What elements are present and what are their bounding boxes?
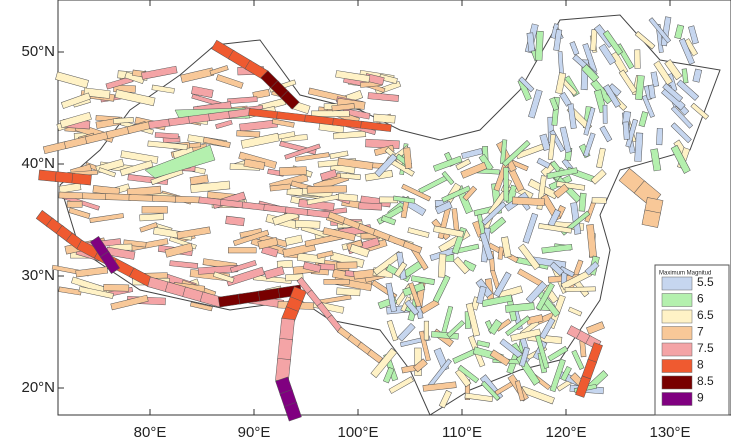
legend-swatch <box>662 294 692 307</box>
fault-segment <box>67 201 82 207</box>
fault-segment <box>152 195 178 202</box>
lon-label: 130°E <box>649 424 690 441</box>
lat-label: 50°N <box>21 43 55 60</box>
fault-segment <box>603 105 607 123</box>
fault-segment <box>280 167 307 176</box>
fault-segment <box>642 210 661 228</box>
fault-segment <box>504 168 509 202</box>
fault-segment <box>295 220 320 228</box>
fault-segment <box>142 206 168 213</box>
fault-segment <box>176 196 202 203</box>
lon-label: 120°E <box>545 424 586 441</box>
fault-segment <box>438 254 446 278</box>
lon-label: 110°E <box>442 424 482 441</box>
legend-swatch <box>662 327 692 340</box>
fault-segment <box>129 194 155 201</box>
legend-label: 7 <box>697 325 704 339</box>
fault-segment <box>635 133 643 162</box>
legend-swatch <box>662 343 692 356</box>
legend-label: 6 <box>697 292 704 306</box>
fault-segment <box>277 338 292 361</box>
legend-swatch <box>662 393 692 406</box>
legend: Maximum Magnitud 5.566.577.588.59 <box>655 265 729 415</box>
fault-segment <box>337 262 357 269</box>
lon-label: 100°E <box>337 424 378 441</box>
fault-segment <box>72 173 92 185</box>
fault-segment <box>312 111 350 117</box>
fault-segment <box>307 185 347 193</box>
legend-label: 9 <box>697 391 704 405</box>
fault-segment <box>579 193 586 211</box>
fault-segment <box>337 288 361 296</box>
fault-segment <box>565 287 596 292</box>
fault-segment <box>359 203 382 211</box>
legend-swatch <box>662 310 692 323</box>
fault-segment <box>140 214 164 221</box>
fault-segment <box>373 114 395 123</box>
legend-label: 6.5 <box>697 308 714 322</box>
fault-segment <box>635 50 641 69</box>
lat-label: 40°N <box>21 155 55 172</box>
legend-label: 5.5 <box>697 275 714 289</box>
fault-segment <box>237 131 260 138</box>
legend-swatch <box>662 360 692 373</box>
fault-segment <box>424 321 429 340</box>
legend-label: 7.5 <box>697 341 714 355</box>
fault-segment <box>365 139 399 148</box>
lat-label: 20°N <box>21 379 55 396</box>
lon-label: 80°E <box>134 424 167 441</box>
fault-segment <box>228 247 256 253</box>
lat-label: 30°N <box>21 267 55 284</box>
fault-segment <box>279 318 294 341</box>
lon-label: 90°E <box>238 424 271 441</box>
legend-label: 8 <box>697 358 704 372</box>
legend-swatch <box>662 277 692 290</box>
legend-swatch <box>662 376 692 389</box>
fault-segment <box>324 279 350 284</box>
fault-segment <box>623 122 630 140</box>
map-figure: 50°N 40°N 30°N 20°N 80°E 90°E 100°E 110°E 120°E 1… <box>0 0 731 446</box>
fault-segment <box>104 284 129 291</box>
legend-label: 8.5 <box>697 374 714 388</box>
fault-segment <box>656 128 662 145</box>
fault-segment <box>59 192 85 199</box>
fault-segment <box>106 194 132 201</box>
fault-segment <box>535 31 543 60</box>
fault-segment <box>592 197 606 203</box>
fault-segment <box>590 30 597 51</box>
fault-segment <box>82 193 108 200</box>
